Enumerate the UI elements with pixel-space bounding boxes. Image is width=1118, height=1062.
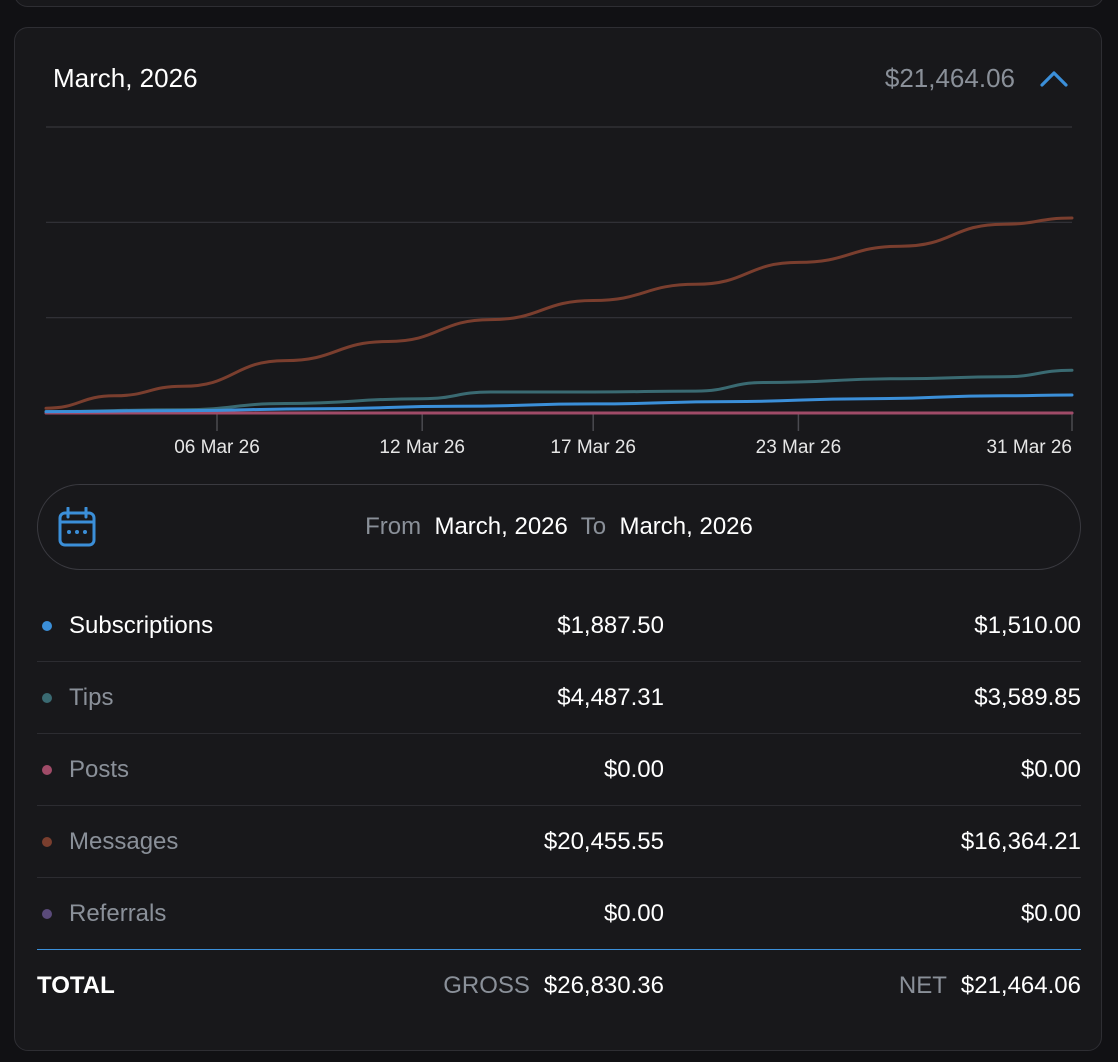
earnings-chart-svg: 06 Mar 26 12 Mar 26 17 Mar 26 23 Mar 26 31 M… [44,126,1074,458]
x-tick-label: 06 Mar 26 [174,437,260,458]
card-header: March, 2026 $21,464.06 [53,58,1071,98]
from-value: March, 2026 [434,513,568,540]
row-name: Messages [69,827,179,855]
row-name: Subscriptions [69,611,214,639]
row-net-value: $0.00 [1020,899,1081,927]
tips-color-dot [42,692,52,703]
total-gross: GROSS $26,830.36 [443,972,664,1000]
date-range-picker[interactable]: From March, 2026 To March, 2026 [37,484,1081,570]
row-name: Posts [69,755,130,783]
total-row: TOTAL GROSS $26,830.36 NET $21,464.06 [37,950,1081,1022]
series-line-messages [44,216,1074,410]
referrals-color-dot [42,908,52,919]
gross-tag: GROSS [443,972,530,999]
row-name: Referrals [69,899,167,927]
row-net-value: $0.00 [1020,755,1081,783]
table-row-referrals[interactable]: Referrals $0.00 $0.00 [37,878,1081,950]
x-tick-label: 23 Mar 26 [756,437,842,458]
header-right: $21,464.06 [885,61,1071,95]
total-net: NET $21,464.06 [899,972,1081,1000]
from-label: From [365,513,422,540]
series-line-subscriptions [44,393,1074,414]
net-total-value: $21,464.06 [960,972,1081,999]
row-net-value: $16,364.21 [960,827,1081,855]
chevron-up-icon [1040,71,1068,87]
table-row-subscriptions[interactable]: Subscriptions $1,887.50 $1,510.00 [37,590,1081,662]
subscriptions-color-dot [42,620,52,631]
to-value: March, 2026 [619,513,753,540]
table-row-posts[interactable]: Posts $0.00 $0.00 [37,734,1081,806]
row-gross-value: $1,887.50 [557,611,664,639]
x-tick-label: 17 Mar 26 [550,437,636,458]
row-gross-value: $0.00 [603,755,664,783]
row-net-value: $3,589.85 [974,683,1081,711]
earnings-chart: 06 Mar 26 12 Mar 26 17 Mar 26 23 Mar 26 31 M… [15,118,1103,478]
row-gross-value: $0.00 [603,899,664,927]
calendar-icon [58,507,96,547]
earnings-month-card: March, 2026 $21,464.06 06 Mar 26 12 Mar 2… [14,27,1102,1051]
collapse-button[interactable] [1037,61,1071,95]
header-net-total: $21,464.06 [884,62,1015,93]
row-gross-value: $4,487.31 [557,683,664,711]
row-name: Tips [69,683,114,711]
earnings-breakdown-table: Subscriptions $1,887.50 $1,510.00 Tips $… [37,590,1081,1022]
table-row-tips[interactable]: Tips $4,487.31 $3,589.85 [37,662,1081,734]
x-tick-label: 12 Mar 26 [379,437,465,458]
row-gross-value: $20,455.55 [543,827,664,855]
period-title: March, 2026 [53,62,198,93]
messages-color-dot [42,836,52,847]
to-label: To [580,513,607,540]
net-tag: NET [898,972,947,999]
date-range-text: From March, 2026 To March, 2026 [38,513,1080,541]
previous-card-edge [14,0,1104,7]
total-label: TOTAL [37,972,115,999]
table-row-messages[interactable]: Messages $20,455.55 $16,364.21 [37,806,1081,878]
gross-total-value: $26,830.36 [543,972,664,999]
row-net-value: $1,510.00 [974,611,1081,639]
series-line-tips [44,368,1074,414]
posts-color-dot [42,764,52,775]
x-tick-label: 31 Mar 26 [986,437,1072,458]
